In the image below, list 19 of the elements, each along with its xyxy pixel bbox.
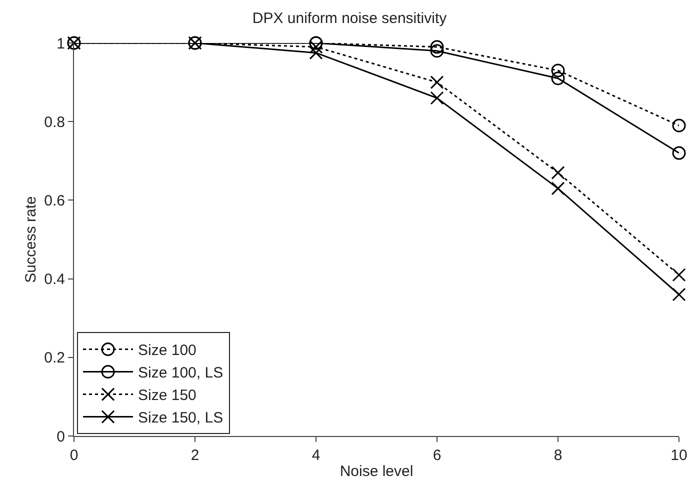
- x-tick-label: 6: [432, 447, 442, 464]
- legend-label: Size 150: [138, 387, 196, 404]
- y-tick-label: 0.2: [44, 350, 65, 367]
- x-tick-label: 0: [70, 447, 78, 464]
- x-tick-label: 4: [312, 447, 320, 464]
- y-tick-label: 0.6: [44, 192, 65, 210]
- y-axis-title: Success rate: [22, 196, 40, 283]
- x-tick-label: 8: [554, 447, 562, 464]
- legend-label: Size 100, LS: [138, 364, 224, 382]
- x-tick-label: 2: [190, 447, 200, 464]
- x-tick-label: 10: [670, 447, 688, 464]
- legend-label: Size 150, LS: [138, 410, 224, 427]
- y-tick-label: 0.4: [44, 271, 65, 288]
- y-tick-label: 1: [56, 35, 65, 52]
- x-axis-title: Noise level: [340, 463, 414, 480]
- legend-label: Size 100: [138, 342, 196, 360]
- chart-title: DPX uniform noise sensitivity: [252, 10, 448, 27]
- y-tick-label: 0.8: [44, 114, 65, 131]
- y-tick-label: 0: [56, 428, 65, 446]
